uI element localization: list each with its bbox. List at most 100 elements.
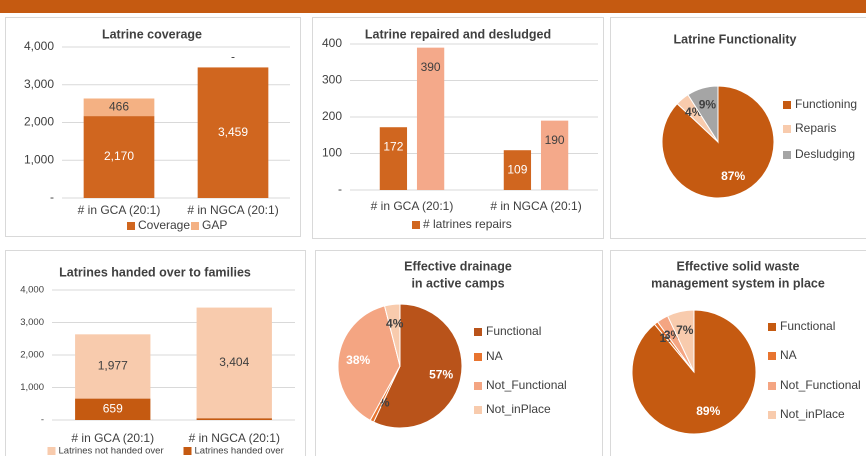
- legend-label: # latrines repairs: [423, 217, 512, 231]
- bar: [196, 418, 272, 420]
- x-tick-label: # in NGCA (20:1): [187, 203, 278, 217]
- value-label: 109: [507, 162, 527, 176]
- legend-label: Reparis: [795, 121, 836, 135]
- value-label: -: [231, 50, 235, 64]
- chart-title: management system in place: [651, 276, 825, 290]
- legend-swatch: [47, 447, 56, 455]
- value-label: 1,977: [98, 359, 128, 373]
- panel: [312, 17, 604, 239]
- legend-swatch: [183, 447, 192, 455]
- bar: [75, 398, 151, 420]
- bar: [83, 116, 155, 198]
- y-tick-label: 3,000: [20, 317, 44, 328]
- bar: [75, 334, 151, 399]
- legend-swatch: [768, 323, 776, 331]
- value-label: 466: [109, 99, 129, 113]
- chart-title: Effective drainage: [404, 259, 512, 273]
- legend-label: NA: [486, 349, 503, 363]
- legend-label: Not_inPlace: [486, 402, 551, 416]
- legend-swatch: [768, 382, 776, 390]
- legend-label: Coverage: [138, 218, 190, 232]
- legend-swatch: [474, 353, 482, 361]
- x-tick-label: # in GCA (20:1): [71, 431, 154, 445]
- panel: [315, 250, 603, 456]
- legend-swatch: [191, 222, 199, 230]
- chart-title: Latrine repaired and desludged: [365, 27, 551, 41]
- value-label: 172: [383, 139, 403, 153]
- y-tick-label: -: [338, 182, 342, 196]
- bar: [540, 120, 569, 190]
- value-label: 89%: [696, 404, 720, 418]
- bar: [379, 127, 408, 190]
- panel: [5, 250, 306, 456]
- bar: [196, 307, 272, 419]
- value-label: 390: [421, 60, 441, 74]
- legend-label: Desludging: [795, 147, 855, 161]
- legend-label: Functioning: [795, 97, 857, 111]
- legend-swatch: [768, 352, 776, 360]
- legend-swatch: [474, 328, 482, 336]
- value-label: 2,170: [104, 149, 134, 163]
- value-label: 659: [103, 401, 123, 415]
- bar: [197, 67, 269, 198]
- bar: [503, 150, 532, 190]
- value-label: 7%: [676, 323, 694, 337]
- value-label: 57%: [429, 367, 453, 381]
- legend-label: Not_inPlace: [780, 407, 845, 421]
- legend-label: Not_Functional: [486, 378, 567, 392]
- chart-title: Latrine Functionality: [674, 32, 797, 46]
- legend-swatch: [768, 411, 776, 419]
- pie-slice: [383, 303, 401, 367]
- legend-swatch: [783, 125, 791, 133]
- x-tick-label: # in NGCA (20:1): [189, 431, 280, 445]
- legend-swatch: [783, 151, 791, 159]
- legend-label: NA: [780, 348, 797, 362]
- x-tick-label: # in GCA (20:1): [371, 199, 454, 213]
- value-label: 3,404: [219, 355, 249, 369]
- legend-swatch: [783, 101, 791, 109]
- y-tick-label: 100: [322, 146, 342, 160]
- chart-title: in active camps: [411, 276, 504, 290]
- x-tick-label: # in NGCA (20:1): [490, 199, 581, 213]
- pie-slice: [337, 305, 401, 422]
- pie-slice: [372, 303, 463, 429]
- y-tick-label: -: [41, 415, 44, 426]
- value-label: 87%: [721, 169, 745, 183]
- header-bar: [0, 0, 866, 13]
- bar: [83, 98, 155, 117]
- chart-title: Latrine coverage: [102, 27, 202, 41]
- chart-title: Latrines handed over to families: [59, 265, 251, 279]
- x-tick-label: # in GCA (20:1): [78, 203, 161, 217]
- y-tick-label: 3,000: [24, 77, 54, 91]
- value-label: 38%: [346, 353, 370, 367]
- legend-swatch: [474, 406, 482, 414]
- legend-swatch: [474, 382, 482, 390]
- value-label: 190: [545, 133, 565, 147]
- y-tick-label: -: [50, 190, 54, 204]
- y-tick-label: 300: [322, 73, 342, 87]
- panel: [5, 17, 301, 237]
- legend-label: GAP: [202, 218, 227, 232]
- y-tick-label: 2,000: [24, 115, 54, 129]
- pie-slice: [687, 85, 719, 144]
- legend-label: Not_Functional: [780, 378, 861, 392]
- pie-slice: [666, 309, 695, 373]
- value-label: 4%: [386, 316, 404, 330]
- legend-label: Latrines not handed over: [59, 446, 164, 456]
- legend-label: Functional: [486, 324, 541, 338]
- legend-swatch: [412, 221, 420, 229]
- panel: [610, 17, 866, 239]
- y-tick-label: 200: [322, 109, 342, 123]
- value-label: 9%: [699, 98, 717, 112]
- y-tick-label: 1,000: [20, 382, 44, 393]
- bar: [416, 47, 445, 191]
- y-tick-label: 2,000: [20, 350, 44, 361]
- panel: [610, 250, 866, 456]
- y-tick-label: 400: [322, 36, 342, 50]
- y-tick-label: 4,000: [20, 285, 44, 296]
- y-tick-label: 1,000: [24, 152, 54, 166]
- legend-label: Functional: [780, 319, 835, 333]
- legend-swatch: [127, 222, 135, 230]
- value-label: 3,459: [218, 125, 248, 139]
